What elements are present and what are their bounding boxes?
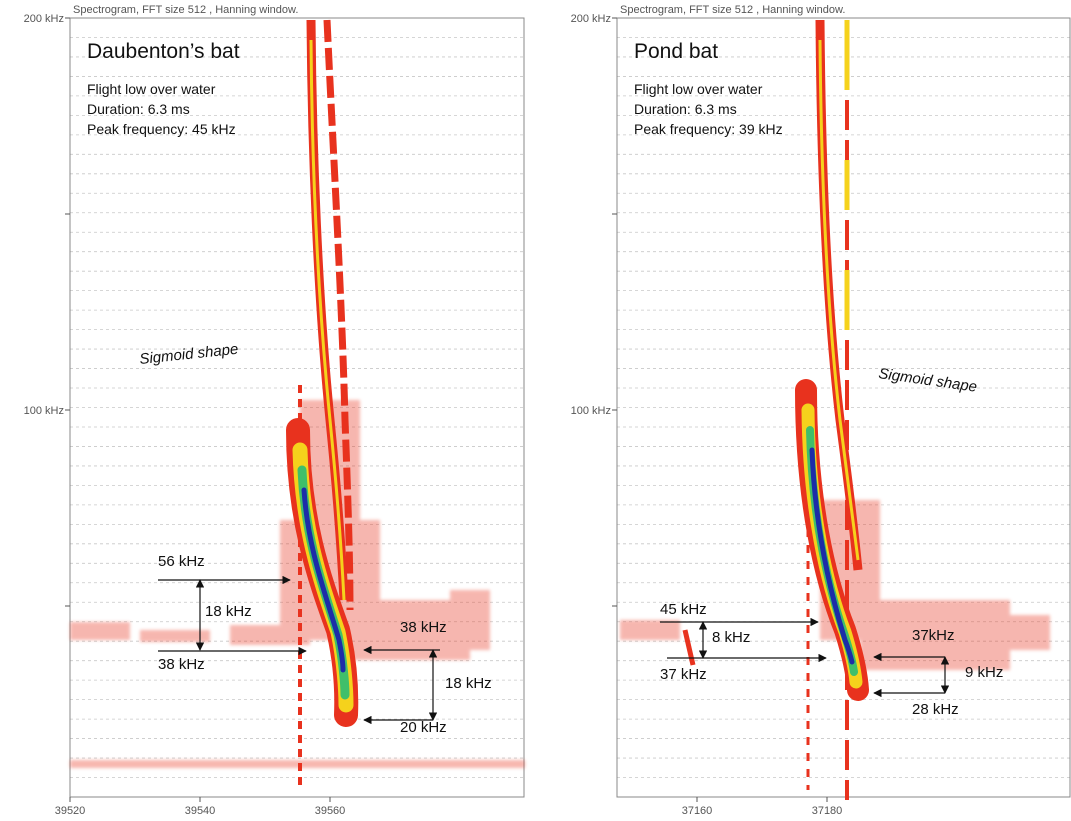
- y-tick-label: 200 kHz: [24, 13, 64, 25]
- annotation: 37kHz: [912, 627, 955, 644]
- annotation: 56 kHz: [158, 553, 205, 570]
- info-line: Peak frequency: 39 kHz: [634, 121, 783, 137]
- annotation: 20 kHz: [400, 719, 447, 736]
- annotation: 38 kHz: [400, 619, 447, 636]
- annotation: 18 kHz: [445, 675, 492, 692]
- plot-frame: [69, 17, 525, 798]
- shape-label: Sigmoid shape: [877, 365, 978, 396]
- x-tick-label: 39540: [185, 805, 216, 817]
- info-line: Flight low over water: [87, 81, 216, 97]
- annotation: 45 kHz: [660, 601, 707, 618]
- y-tick-label: 200 kHz: [571, 13, 611, 25]
- annotation: 9 kHz: [965, 664, 1003, 681]
- arrows-1: [158, 575, 440, 725]
- annotation: 38 kHz: [158, 656, 205, 673]
- info-line: Peak frequency: 45 kHz: [87, 121, 236, 137]
- panel-title: Daubenton’s bat: [87, 40, 240, 63]
- annotation: 18 kHz: [205, 603, 252, 620]
- arrows-2: [660, 617, 950, 698]
- annotation: 28 kHz: [912, 701, 959, 718]
- plot-frame: [616, 17, 1071, 798]
- shape-label: Sigmoid shape: [139, 341, 239, 368]
- y-tick-label: 100 kHz: [24, 405, 64, 417]
- x-tick-label: 39560: [315, 805, 346, 817]
- panel-title: Pond bat: [634, 40, 718, 63]
- annotation: 8 kHz: [712, 629, 750, 646]
- header: Spectrogram, FFT size 512 , Hanning wind…: [620, 4, 845, 16]
- info-line: Duration: 6.3 ms: [87, 101, 190, 117]
- x-tick-label: 39520: [55, 805, 86, 817]
- spectrogram-2: [620, 19, 1050, 800]
- header: Spectrogram, FFT size 512 , Hanning wind…: [73, 4, 298, 16]
- annotation: 37 kHz: [660, 666, 707, 683]
- info-line: Duration: 6.3 ms: [634, 101, 737, 117]
- x-tick-label: 37160: [682, 805, 713, 817]
- y-tick-label: 100 kHz: [571, 405, 611, 417]
- x-tick-label: 37180: [812, 805, 843, 817]
- info-line: Flight low over water: [634, 81, 763, 97]
- spectrogram-1: [70, 19, 525, 790]
